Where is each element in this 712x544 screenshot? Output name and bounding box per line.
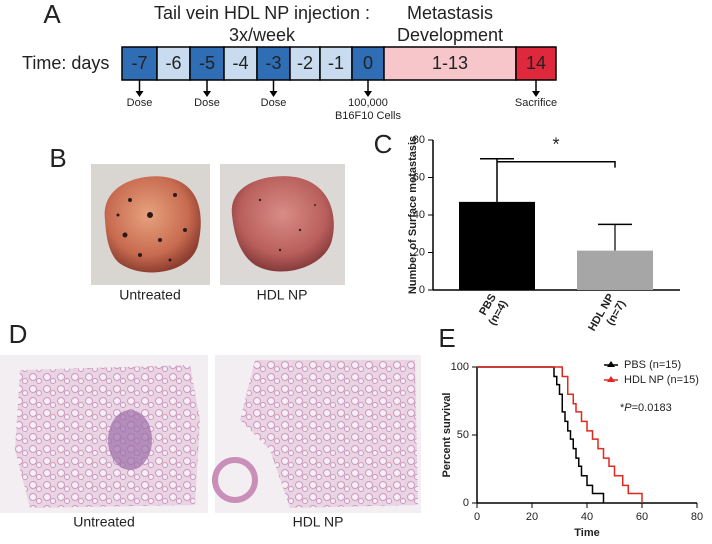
timeline-title: Tail vein HDL NP injection :	[154, 3, 370, 23]
tumor-region	[108, 410, 152, 470]
panel-label: A	[43, 0, 61, 29]
survival-curve	[477, 366, 643, 503]
arrow-head	[364, 91, 372, 97]
event-label: Dose	[127, 97, 153, 109]
y-axis-label: Number of Surface metastasis	[407, 136, 419, 294]
y-axis-label: Percent survival	[441, 393, 453, 478]
histology-tissue	[15, 365, 200, 508]
timeline-cell-label: 1-13	[432, 53, 468, 73]
y-tick-label: 100	[451, 361, 469, 373]
p-value-part: =0.0183	[632, 402, 672, 414]
caption: HDL NP	[293, 514, 344, 530]
arrow-head	[269, 91, 278, 97]
significance-star: *	[552, 135, 559, 155]
event-label: B16F10 Cells	[335, 110, 402, 122]
timeline-cell-label: 14	[526, 53, 546, 73]
nodules	[116, 193, 187, 262]
legend-marker	[607, 361, 615, 367]
vessel	[212, 457, 258, 503]
x-tick-label: 20	[526, 511, 538, 523]
histology-tissue	[240, 360, 418, 508]
x-tick-label: 0	[474, 511, 480, 523]
lung-photo	[231, 176, 334, 272]
timeline-title: Development	[397, 25, 503, 45]
timeline-cell-label: -6	[165, 53, 181, 73]
panel-label: E	[438, 323, 455, 353]
x-tick-label-group: PBS(n=4)	[477, 292, 510, 328]
event-label: Dose	[194, 97, 220, 109]
nodules	[258, 198, 316, 252]
panel-label: D	[9, 319, 28, 349]
x-tick-label-group: HDL NP(n=7)	[586, 292, 628, 333]
legend-label: HDL NP (n=15)	[624, 374, 699, 386]
arrow-head	[135, 91, 144, 97]
timeline-cell	[383, 46, 517, 81]
caption: HDL NP	[257, 287, 308, 303]
timeline-cell	[156, 46, 191, 81]
y-tick-label: 0	[419, 284, 425, 296]
legend-label: PBS (n=15)	[624, 359, 681, 371]
timeline-title: 3x/week	[229, 25, 296, 45]
arrow-head	[203, 91, 211, 97]
survival-curve	[477, 366, 605, 503]
timeline-title: Metastasis	[407, 3, 493, 23]
timeline-cell-label: -7	[131, 53, 147, 73]
event-label: Dose	[261, 97, 287, 109]
timeline-cell	[289, 46, 321, 81]
caption: Untreated	[73, 514, 134, 530]
timeline-cell-label: -3	[265, 53, 281, 73]
y-tick-label: 50	[457, 429, 469, 441]
timeline-cell-label: -5	[199, 53, 215, 73]
caption: Untreated	[119, 287, 180, 303]
panel-label: B	[49, 143, 66, 173]
x-tick-label: 40	[581, 511, 593, 523]
y-tick-label: 20	[413, 246, 425, 258]
bar	[577, 250, 653, 290]
timeline-cell	[223, 46, 258, 81]
event-label: Sacrifice	[515, 97, 557, 109]
time-label: Time: days	[22, 53, 109, 73]
p-value: *P=0.0183	[620, 402, 672, 414]
p-value-part: *	[620, 402, 625, 414]
y-tick-label: 0	[463, 497, 469, 509]
p-value-part: P	[624, 402, 632, 414]
panel-label: C	[374, 129, 393, 159]
x-axis-label: Time	[574, 527, 599, 539]
significance-bracket	[497, 161, 616, 168]
timeline-cell-label: -1	[328, 53, 344, 73]
timeline-cell-label: -2	[297, 53, 313, 73]
x-tick-label: 60	[636, 511, 648, 523]
timeline-cell	[515, 46, 557, 81]
legend-marker	[607, 376, 615, 382]
y-tick-label: 40	[413, 209, 425, 221]
bar	[459, 201, 535, 290]
event-label: 100,000	[348, 97, 388, 109]
lung-photo	[104, 176, 201, 273]
x-tick-label: 80	[691, 511, 703, 523]
timeline-cell	[319, 46, 353, 81]
y-tick-label: 60	[413, 171, 425, 183]
arrow-head	[532, 91, 540, 97]
y-tick-label: 80	[413, 134, 425, 146]
timeline-cell-label: 0	[363, 53, 373, 73]
timeline-cell-label: -4	[232, 53, 248, 73]
